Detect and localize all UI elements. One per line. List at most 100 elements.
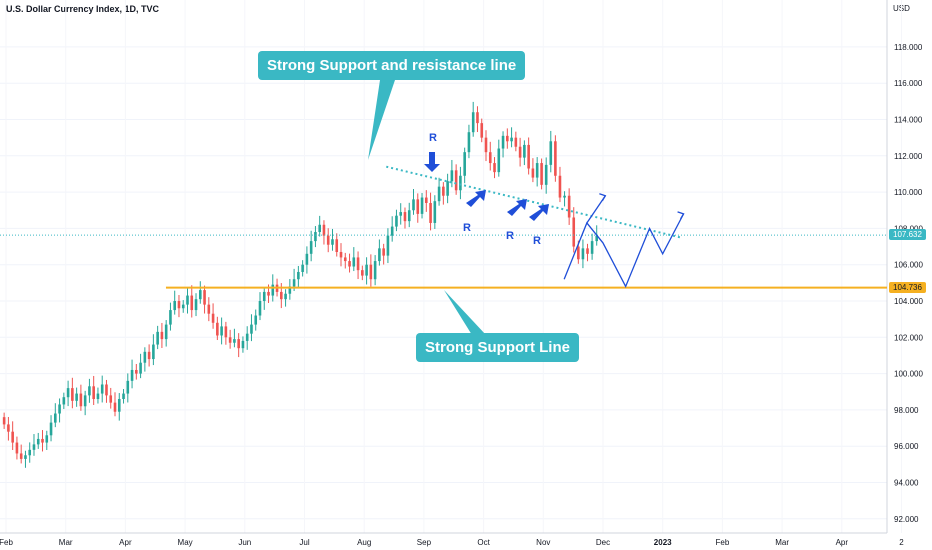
- current-price-tag: 107.632: [889, 229, 926, 241]
- candle-body: [301, 264, 304, 272]
- x-tick-label: Jul: [299, 538, 309, 547]
- candle-body: [190, 295, 194, 311]
- candle-body: [416, 199, 420, 214]
- candle-body: [484, 137, 488, 153]
- candle-body: [450, 170, 454, 182]
- resistance-arrow-icon: [507, 199, 527, 216]
- candle-body: [139, 362, 142, 374]
- candle-body: [41, 438, 44, 443]
- y-tick-label: 108.000: [894, 224, 923, 233]
- resistance-r-label: R: [506, 230, 514, 242]
- candle-body: [412, 199, 415, 211]
- candle-body: [433, 201, 437, 223]
- candle-body: [152, 344, 155, 360]
- y-tick-label: 112.000: [894, 152, 923, 161]
- y-axis: 92.000 94.000 96.000 98.000 100.000 102.000 10…: [886, 0, 923, 533]
- resistance-r-label: R: [463, 222, 471, 234]
- candle-body: [572, 217, 576, 247]
- support-callout[interactable]: Strong Support Line: [416, 333, 579, 362]
- x-tick-label: Dec: [596, 538, 610, 547]
- candle-body: [224, 326, 228, 338]
- candle-body: [459, 175, 462, 191]
- candle-body: [147, 351, 151, 360]
- candle-body: [45, 435, 49, 443]
- candle-body: [143, 351, 147, 363]
- candle-body: [164, 324, 168, 340]
- candle-body: [590, 241, 594, 254]
- candle-body: [292, 279, 296, 287]
- candle-body: [181, 304, 185, 309]
- candle-body: [549, 141, 553, 165]
- candle-body: [126, 380, 130, 394]
- y-tick-label: 96.000: [894, 442, 919, 451]
- candle-body: [75, 393, 78, 401]
- y-tick-label: 116.000: [894, 79, 923, 88]
- candle-body: [361, 270, 364, 276]
- support-price-tag: 104.736: [889, 281, 926, 293]
- candle-body: [356, 257, 360, 271]
- x-axis: Feb Mar Apr May Jun Jul Aug Sep Oct Nov Dec 2023 Feb…: [0, 532, 904, 547]
- x-tick-label: Mar: [59, 538, 73, 547]
- y-tick-label: 100.000: [894, 370, 923, 379]
- x-tick-label: Oct: [477, 538, 490, 547]
- candle-body: [446, 181, 449, 196]
- x-tick-label: Sep: [417, 538, 432, 547]
- candle-body: [523, 144, 526, 158]
- candle-body: [109, 395, 113, 403]
- candle-body: [262, 291, 266, 301]
- candle-body: [135, 369, 138, 374]
- candle-body: [28, 449, 32, 456]
- candle-body: [390, 226, 394, 236]
- candle-body: [386, 235, 390, 256]
- candle-body: [177, 301, 181, 309]
- candle-body: [493, 163, 496, 173]
- candle-body: [407, 210, 411, 222]
- resistance-r-label: R: [429, 132, 437, 144]
- candle-body: [527, 144, 530, 169]
- candle-body: [207, 304, 211, 314]
- candle-body: [403, 212, 407, 222]
- candle-body: [581, 248, 585, 260]
- candle-body: [395, 215, 398, 227]
- candle-body: [309, 241, 313, 254]
- candle-body: [305, 253, 309, 265]
- candle-body: [24, 455, 27, 459]
- candle-body: [186, 295, 189, 305]
- y-tick-label: 106.000: [894, 261, 923, 270]
- candle-body: [352, 257, 356, 267]
- x-tick-label: 2: [899, 538, 904, 547]
- candle-body: [160, 331, 164, 340]
- trend-line: [386, 165, 681, 239]
- candle-body: [510, 137, 513, 142]
- candle-body: [318, 224, 321, 233]
- x-tick-label: Aug: [357, 538, 371, 547]
- candle-body: [54, 413, 57, 423]
- candle-body: [476, 112, 479, 124]
- candle-body: [79, 393, 83, 407]
- candle-body: [314, 232, 317, 242]
- candle-body: [36, 438, 40, 445]
- candle-body: [203, 290, 206, 305]
- candle-body: [198, 290, 202, 300]
- x-tick-label: May: [178, 538, 193, 547]
- candle-body: [343, 257, 347, 262]
- candle-body: [173, 301, 177, 311]
- overlay-lines: [0, 80, 887, 335]
- y-tick-label: 104.000: [894, 297, 923, 306]
- x-tick-label: Nov: [536, 538, 550, 547]
- candle-body: [220, 326, 223, 336]
- candle-body: [100, 384, 104, 394]
- candle-body: [19, 453, 23, 459]
- resistance-callout[interactable]: Strong Support and resistance line: [258, 51, 526, 80]
- x-tick-label: Feb: [0, 538, 13, 547]
- candle-body: [32, 444, 36, 450]
- callout-pointer-top: [368, 80, 395, 160]
- candle-body: [437, 186, 441, 202]
- candle-body: [280, 291, 283, 300]
- candle-body: [586, 248, 589, 254]
- candle-body: [96, 393, 100, 400]
- candle-body: [563, 195, 566, 198]
- candle-body: [71, 388, 74, 401]
- y-tick-label: 118.000: [894, 43, 923, 52]
